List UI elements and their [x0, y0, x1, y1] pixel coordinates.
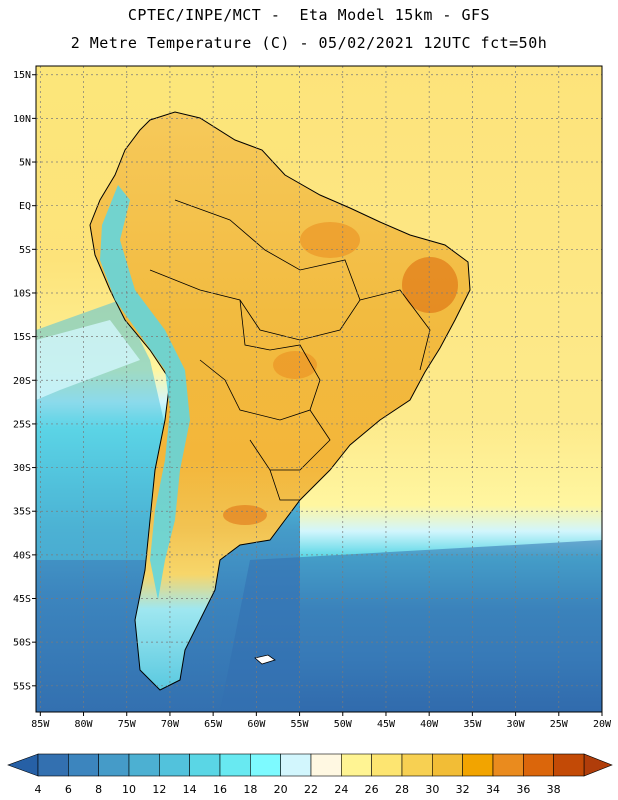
legend-swatch [37, 753, 69, 777]
lon-label: 55W [291, 719, 310, 730]
legend-label: 16 [213, 783, 227, 796]
lon-label: 35W [463, 719, 482, 730]
legend-label: 18 [243, 783, 257, 796]
lon-label: 45W [377, 719, 396, 730]
lat-label: 50S [13, 638, 31, 649]
legend-label: 36 [516, 783, 530, 796]
legend-swatch [189, 753, 221, 777]
lon-label: 85W [31, 719, 50, 730]
temperature-map: 15N 10N 5N EQ 5S 10S 15S 20S 25S 30S 35S 40S 45S 50S 5… [13, 65, 612, 730]
latitude-labels: 15N 10N 5N EQ 5S 10S 15S 20S 25S 30S 35S 40S 45S 50S 5… [13, 70, 36, 692]
lon-label: 20W [593, 719, 612, 730]
lat-label: 25S [13, 419, 31, 430]
lat-label: 10S [13, 288, 31, 299]
lon-label: 50W [334, 719, 353, 730]
legend-swatch [341, 753, 372, 777]
legend-swatch [371, 753, 403, 777]
legend-label: 10 [122, 783, 136, 796]
lon-label: 70W [161, 719, 180, 730]
lat-label: 55S [13, 681, 31, 692]
lon-label: 30W [507, 719, 526, 730]
legend-label: 14 [183, 783, 197, 796]
legend-label: 22 [304, 783, 318, 796]
legend-label: 32 [456, 783, 470, 796]
legend-label: 4 [35, 783, 42, 796]
colorbar-legend: 4 6 8 10 12 14 16 18 20 22 24 26 28 30 32 34 36 38 [7, 753, 613, 796]
legend-swatch [432, 753, 463, 777]
lat-label: 45S [13, 594, 31, 605]
lon-label: 80W [74, 719, 93, 730]
lat-label: 40S [13, 550, 31, 561]
legend-swatch [310, 753, 342, 777]
lon-label: 40W [420, 719, 439, 730]
south-america-land [89, 111, 471, 691]
lat-label: 5S [19, 245, 31, 256]
lon-label: 65W [204, 719, 223, 730]
legend-label: 6 [65, 783, 72, 796]
legend-swatch [462, 753, 494, 777]
legend-high-arrow [583, 753, 613, 777]
legend-swatch [68, 753, 99, 777]
lat-label: 30S [13, 463, 31, 474]
legend-label: 34 [486, 783, 500, 796]
longitude-labels: 85W 80W 75W 70W 65W 60W 55W 50W 45W 40W 35W 30W 25W 2… [31, 712, 612, 730]
legend-label: 30 [425, 783, 439, 796]
legend-swatch [492, 753, 524, 777]
title-line-1: CPTEC/INPE/MCT - Eta Model 15km - GFS [127, 6, 491, 24]
legend-swatch [128, 753, 160, 777]
legend-label: 26 [365, 783, 379, 796]
lon-label: 60W [247, 719, 266, 730]
legend-swatch [98, 753, 130, 777]
lat-label: 20S [13, 376, 31, 387]
legend-label: 38 [547, 783, 561, 796]
legend-label: 28 [395, 783, 409, 796]
lat-label: 15N [13, 70, 31, 81]
map-frame [35, 65, 603, 713]
legend-swatch [401, 753, 433, 777]
legend-swatch [219, 753, 251, 777]
legend-low-arrow [7, 753, 39, 777]
legend-swatch [523, 753, 554, 777]
lat-label: 35S [13, 507, 31, 518]
map-field [36, 66, 602, 712]
legend-label: 12 [152, 783, 166, 796]
lat-label: EQ [19, 201, 31, 212]
legend-label: 20 [274, 783, 288, 796]
legend-swatch [159, 753, 190, 777]
title-line-2: 2 Metre Temperature (C) - 05/02/2021 12U… [70, 34, 548, 52]
legend-swatch [250, 753, 281, 777]
legend-label: 24 [334, 783, 348, 796]
legend-swatch [553, 753, 585, 777]
legend-swatch [280, 753, 312, 777]
legend-label: 8 [95, 783, 102, 796]
lon-label: 75W [118, 719, 137, 730]
map-grid [36, 66, 603, 712]
lat-label: 10N [13, 114, 31, 125]
lat-label: 15S [13, 332, 31, 343]
lat-label: 5N [19, 158, 31, 169]
lon-label: 25W [550, 719, 569, 730]
